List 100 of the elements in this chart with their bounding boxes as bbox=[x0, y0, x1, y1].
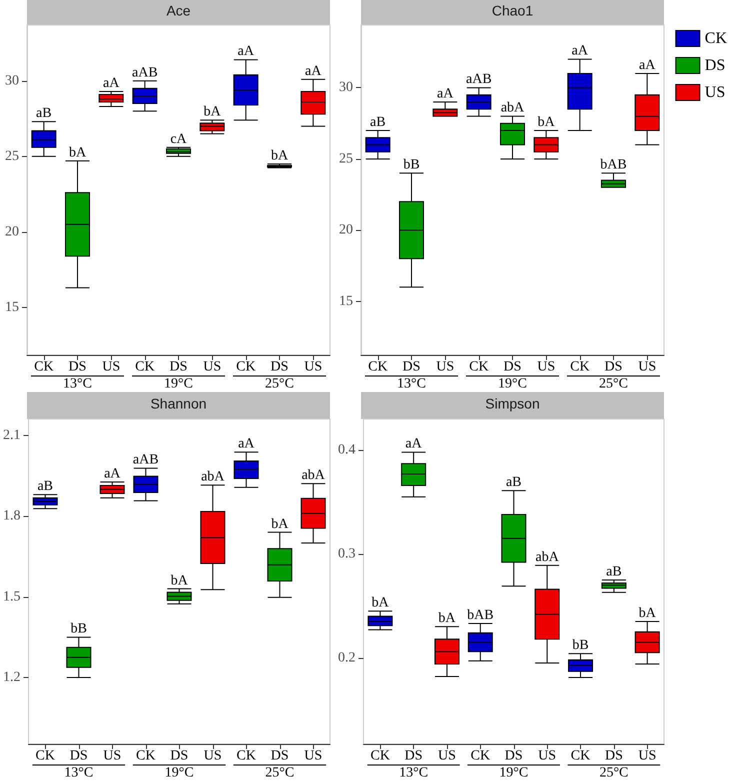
chart-title: Chao1 bbox=[492, 2, 534, 18]
chart-title: Shannon bbox=[150, 396, 207, 412]
annotation: aA bbox=[639, 58, 656, 73]
y-tick-label: 0.4 bbox=[338, 442, 356, 458]
x-tick-label: DS bbox=[270, 748, 289, 764]
chart-title: Simpson bbox=[485, 396, 540, 412]
text: 25°C bbox=[599, 766, 628, 780]
annotation: abA bbox=[535, 550, 560, 565]
y-tick-label: 0.2 bbox=[338, 650, 356, 666]
chart-title: Ace bbox=[166, 2, 191, 18]
x-tick-label: US bbox=[102, 360, 120, 374]
y-tick-label: 25 bbox=[339, 151, 353, 166]
x-tick-label: CK bbox=[470, 748, 490, 764]
x-tick-label: US bbox=[538, 748, 556, 764]
x-tick-label: CK bbox=[469, 360, 489, 374]
annotation: bA bbox=[438, 611, 456, 626]
text: 25°C bbox=[265, 766, 294, 780]
x-tick-label: DS bbox=[70, 748, 88, 764]
y-tick-label: 15 bbox=[5, 300, 19, 315]
x-tick-label: CK bbox=[368, 360, 388, 374]
x-tick-label: CK bbox=[34, 360, 54, 374]
text: 13°C bbox=[63, 376, 92, 392]
annotation: aA bbox=[572, 44, 589, 59]
text: 19°C bbox=[164, 376, 193, 392]
y-tick-label: 20 bbox=[5, 224, 19, 240]
x-tick-label: CK bbox=[135, 360, 155, 374]
x-tick-label: US bbox=[438, 748, 456, 764]
y-tick-label: 20 bbox=[339, 222, 353, 238]
annotation: bA bbox=[638, 606, 657, 621]
y-tick-label: 25 bbox=[5, 148, 19, 164]
x-tick-label: DS bbox=[504, 360, 522, 374]
text: 25°C bbox=[599, 376, 628, 392]
text: 19°C bbox=[498, 376, 527, 392]
annotation: abA bbox=[500, 100, 526, 116]
annotation: aA bbox=[104, 466, 122, 482]
y-tick-label: 1.2 bbox=[3, 670, 20, 686]
annotation: aA bbox=[103, 76, 120, 91]
text: 19°C bbox=[499, 766, 528, 780]
x-tick-label: DS bbox=[68, 360, 86, 374]
annotation: bA bbox=[170, 573, 189, 588]
annotation: aB bbox=[37, 479, 54, 494]
annotation: bB bbox=[70, 622, 87, 637]
x-tick-label: CK bbox=[236, 360, 256, 374]
annotation: aA bbox=[437, 86, 454, 102]
legend-label: DS bbox=[704, 57, 726, 74]
x-tick-label: DS bbox=[604, 748, 623, 764]
legend-label: US bbox=[704, 84, 726, 101]
annotation: bA bbox=[204, 104, 222, 120]
x-tick-label: US bbox=[638, 748, 656, 764]
x-tick-label: DS bbox=[270, 360, 288, 374]
annotation: abA bbox=[302, 468, 326, 484]
x-tick-label: DS bbox=[402, 360, 420, 374]
annotation: bA bbox=[538, 114, 556, 130]
y-tick-label: 1.8 bbox=[3, 508, 20, 524]
text: 13°C bbox=[397, 376, 426, 392]
text: 13°C bbox=[399, 766, 428, 780]
annotation: aA bbox=[238, 44, 255, 60]
x-tick-label: DS bbox=[604, 360, 622, 374]
x-tick-label: DS bbox=[170, 360, 188, 374]
annotation: bA bbox=[372, 596, 390, 611]
annotation: aAB bbox=[132, 452, 159, 468]
annotation: aB bbox=[370, 114, 386, 130]
y-tick-label: 0.3 bbox=[338, 546, 356, 562]
x-tick-label: DS bbox=[170, 748, 188, 764]
y-tick-label: 30 bbox=[339, 80, 353, 96]
annotation: bA bbox=[271, 516, 290, 532]
annotation: abA bbox=[201, 470, 226, 485]
x-tick-label: US bbox=[436, 360, 454, 374]
annotation: aAB bbox=[132, 65, 158, 80]
y-tick-label: 15 bbox=[339, 294, 353, 309]
y-tick-label: 1.5 bbox=[3, 589, 20, 604]
annotation: aB bbox=[506, 475, 522, 490]
annotation: aB bbox=[36, 106, 52, 122]
annotation: bA bbox=[270, 148, 289, 164]
annotation: aA bbox=[405, 436, 423, 452]
x-tick-label: US bbox=[638, 360, 656, 374]
annotation: bA bbox=[68, 145, 87, 160]
x-tick-label: US bbox=[203, 360, 222, 374]
annotation: bAB bbox=[467, 608, 494, 624]
annotation: aA bbox=[238, 436, 256, 452]
x-tick-label: CK bbox=[136, 748, 156, 764]
annotation: bB bbox=[572, 638, 589, 654]
y-tick-label: 2.1 bbox=[3, 428, 20, 443]
x-tick-label: US bbox=[304, 748, 322, 764]
text: 25°C bbox=[265, 376, 294, 392]
annotation: bAB bbox=[600, 158, 627, 173]
annotation: bB bbox=[403, 158, 420, 173]
x-tick-label: CK bbox=[570, 360, 590, 374]
x-tick-label: DS bbox=[404, 748, 423, 764]
x-tick-label: US bbox=[204, 748, 222, 764]
annotation: aB bbox=[606, 564, 622, 580]
x-tick-label: CK bbox=[370, 748, 390, 764]
x-tick-label: DS bbox=[504, 748, 523, 764]
annotation: cA bbox=[170, 132, 188, 147]
x-tick-label: CK bbox=[570, 748, 590, 764]
x-tick-label: CK bbox=[36, 748, 55, 764]
annotation: aA bbox=[305, 64, 322, 79]
y-tick-label: 30 bbox=[5, 73, 19, 88]
x-tick-label: US bbox=[537, 360, 556, 374]
x-tick-label: CK bbox=[236, 748, 256, 764]
